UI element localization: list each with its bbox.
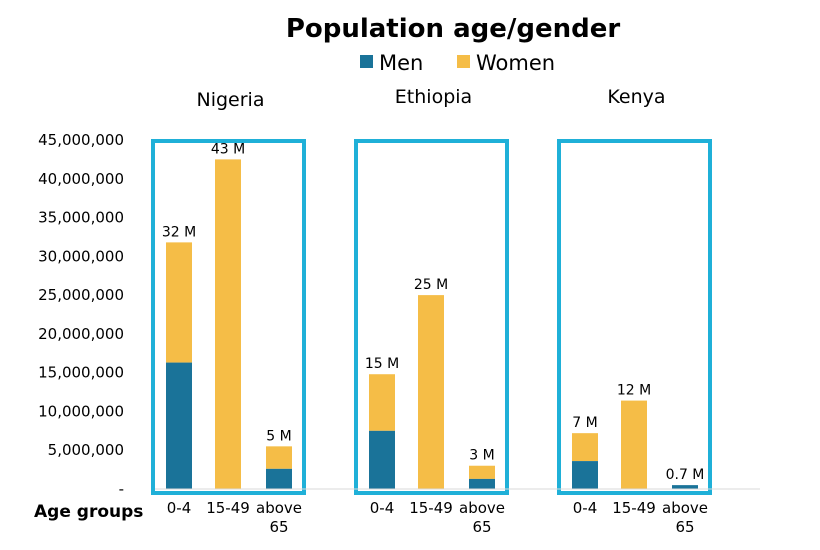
data-label: 7 M <box>572 415 597 431</box>
category-label: above 65 <box>256 499 302 536</box>
y-tick-label: 20,000,000 <box>38 325 124 343</box>
category-label: 15-49 <box>206 499 250 517</box>
data-label: 0.7 M <box>666 467 705 483</box>
highlight-box <box>151 139 306 495</box>
category-label: 0-4 <box>370 499 395 517</box>
category-label: 0-4 <box>167 499 192 517</box>
bar-women <box>418 295 444 489</box>
y-tick-label: 45,000,000 <box>38 131 124 149</box>
bar-men <box>572 461 598 489</box>
category-label: 15-49 <box>612 499 656 517</box>
y-tick-label: 40,000,000 <box>38 170 124 188</box>
country-label: Ethiopia <box>395 86 472 108</box>
bar-men <box>672 485 698 489</box>
bar-women <box>621 400 647 489</box>
bar-women <box>572 433 598 462</box>
chart-title: Population age/gender <box>286 14 621 44</box>
category-label: 0-4 <box>573 499 598 517</box>
category-label: above 65 <box>459 499 505 536</box>
bar-men <box>166 362 192 489</box>
category-label: 15-49 <box>409 499 453 517</box>
data-label: 43 M <box>211 141 245 157</box>
country-label: Kenya <box>607 86 665 108</box>
data-label: 15 M <box>365 356 399 372</box>
bar-women <box>166 242 192 363</box>
data-label: 12 M <box>617 383 651 399</box>
highlight-box <box>557 139 712 495</box>
group-ethiopia: Ethiopia 15 M 0-4 25 M 15-49 3 M above 65 <box>354 86 509 536</box>
data-label: 32 M <box>162 224 196 240</box>
bar-women <box>215 159 241 489</box>
y-tick-label: 35,000,000 <box>38 209 124 227</box>
legend: Men Women <box>360 51 555 75</box>
group-nigeria: Nigeria 32 M 0-4 43 M 15-49 5 M above 65 <box>151 89 306 536</box>
bar-women <box>469 465 495 479</box>
country-label: Nigeria <box>197 89 265 111</box>
x-axis-title: Age groups <box>34 502 143 522</box>
bar-men <box>469 478 495 489</box>
highlight-box <box>354 139 509 495</box>
legend-label-men: Men <box>379 51 423 75</box>
bar-men <box>369 430 395 489</box>
y-tick-label: 25,000,000 <box>38 286 124 304</box>
y-tick-label: 5,000,000 <box>48 441 124 459</box>
data-label: 3 M <box>469 448 494 464</box>
legend-swatch-men <box>360 55 373 68</box>
legend-label-women: Women <box>476 51 555 75</box>
bar-women <box>369 374 395 431</box>
category-label: above 65 <box>662 499 708 536</box>
data-label: 5 M <box>266 428 291 444</box>
data-label: 25 M <box>414 277 448 293</box>
bar-men <box>266 468 292 489</box>
y-tick-label: 30,000,000 <box>38 247 124 265</box>
y-axis: - 5,000,000 10,000,000 15,000,000 20,000,000… <box>38 131 124 498</box>
bar-women <box>266 446 292 469</box>
y-tick-label: 10,000,000 <box>38 402 124 420</box>
y-tick-label: - <box>119 480 124 498</box>
y-tick-label: 15,000,000 <box>38 364 124 382</box>
legend-swatch-women <box>457 55 470 68</box>
group-kenya: Kenya 7 M 0-4 12 M 15-49 0.7 M above 65 <box>557 86 712 536</box>
